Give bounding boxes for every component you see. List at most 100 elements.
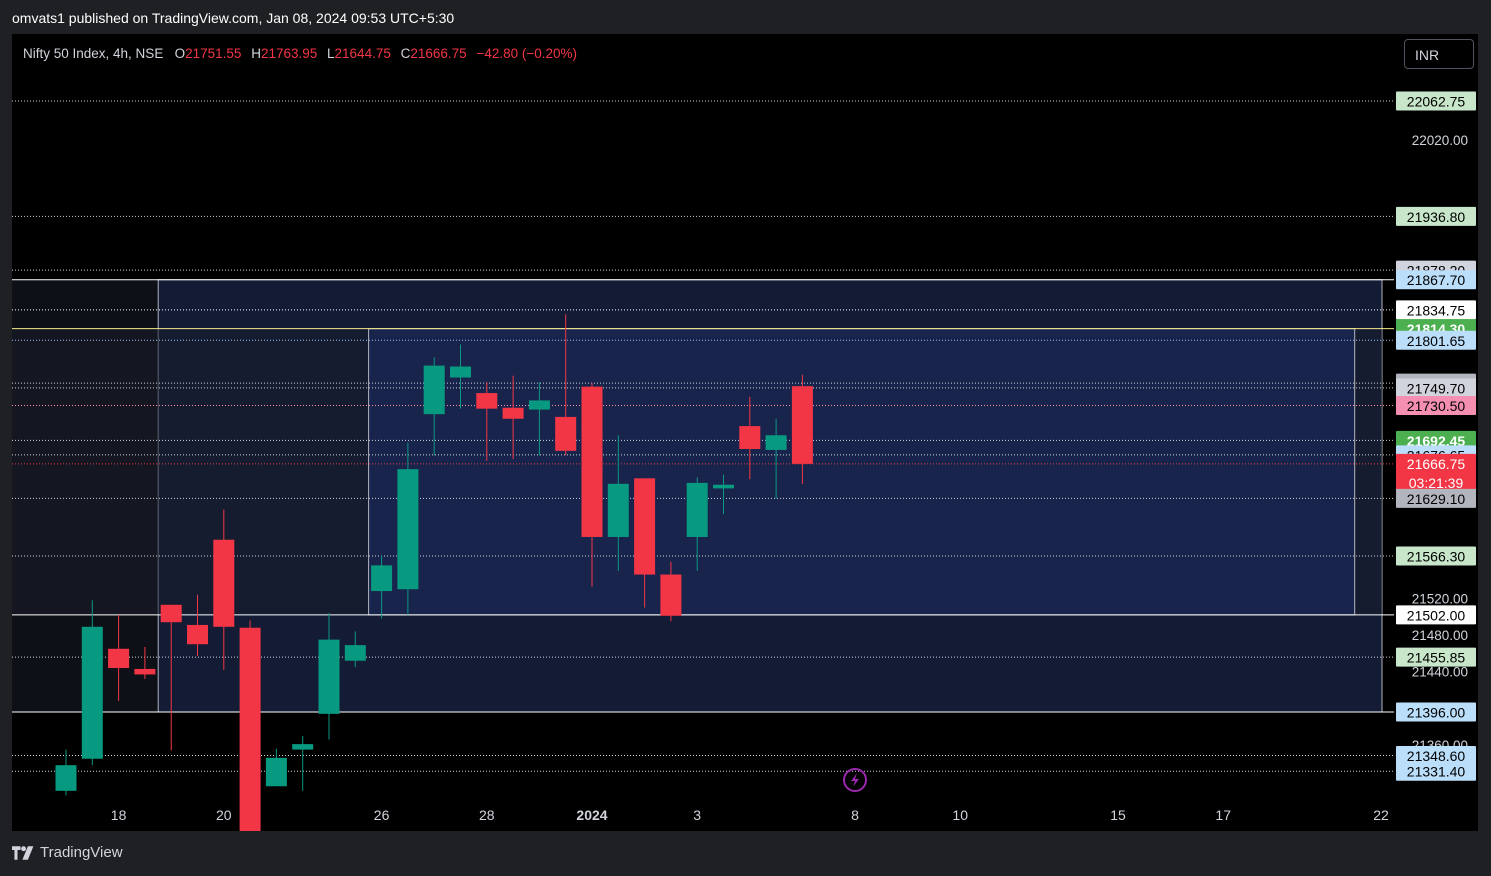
candle-body: [476, 393, 498, 409]
candle-body: [634, 478, 656, 575]
price-badge-text: 21801.65: [1407, 333, 1466, 349]
currency-button[interactable]: INR: [1404, 39, 1474, 69]
high-value: 21763.95: [260, 46, 318, 61]
low-label: L: [327, 46, 335, 61]
x-tick-label-3: 3: [693, 807, 701, 823]
candle-10: [318, 613, 340, 740]
symbol-label[interactable]: Nifty 50 Index, 4h, NSE: [23, 46, 164, 61]
candle-body: [239, 627, 261, 831]
price-badge-bg: [1396, 430, 1476, 450]
candle-26: [739, 396, 761, 480]
x-tick-label-10: 10: [952, 807, 968, 823]
price-badge-text: 21629.10: [1407, 491, 1466, 507]
price-badge-12: 21666.75 03:21:39: [1396, 453, 1476, 494]
candle-body: [555, 416, 577, 451]
candle-body: [660, 574, 682, 616]
x-tick-label-26: 26: [374, 807, 390, 823]
tradingview-footer[interactable]: TradingView: [12, 844, 123, 861]
high-label: H: [251, 46, 261, 61]
price-badge-text: 21502.00: [1407, 607, 1466, 623]
price-badge-text: 22062.75: [1407, 93, 1466, 109]
x-tick-label-8: 8: [851, 807, 859, 823]
price-badge-3: 21867.70: [1396, 270, 1476, 290]
x-tick-label-17: 17: [1215, 807, 1231, 823]
candle-body: [81, 626, 103, 759]
candle-body: [686, 482, 708, 537]
footer-brand: TradingView: [40, 844, 123, 861]
candle-14: [423, 357, 445, 456]
candle-body: [765, 435, 787, 450]
candle-15: [450, 344, 471, 409]
price-badge-bg: [1396, 270, 1476, 290]
price-badge-bg: [1396, 395, 1476, 415]
candle-body: [581, 386, 603, 537]
candle-body: [423, 365, 445, 415]
price-badge-text: 21396.00: [1407, 705, 1466, 721]
price-badge-text: 21692.45: [1407, 433, 1466, 449]
low-value: 21644.75: [334, 46, 391, 61]
candle-1: [81, 600, 103, 766]
price-badge-text: 21455.85: [1407, 650, 1466, 666]
candle-body: [791, 386, 813, 464]
candle-body: [292, 744, 314, 750]
candle-6: [213, 509, 235, 670]
price-badge-14: 21566.30: [1396, 546, 1476, 566]
open-value: 21751.55: [185, 46, 242, 61]
candle-body: [108, 648, 130, 669]
price-badge-1: 21936.80: [1396, 206, 1476, 226]
countdown-text: 03:21:39: [1409, 475, 1464, 491]
candle-body: [397, 469, 419, 590]
candle-body: [265, 757, 287, 787]
candle-28: [791, 374, 813, 485]
x-tick-label-20: 20: [216, 807, 232, 823]
candle-4: [160, 604, 182, 751]
price-badge-text: 21936.80: [1407, 209, 1466, 225]
price-badge-text: 21348.60: [1407, 748, 1466, 764]
candle-17: [502, 375, 524, 460]
y-tick-label-3: 21440.00: [1412, 665, 1468, 680]
candle-body: [528, 400, 550, 410]
price-badge-bg: [1396, 378, 1476, 398]
candlestick-chart[interactable]: 18 20 26 28 2024 3 8 10 15 17 2222020.0021520.0021…: [12, 34, 1478, 831]
event-bolt: [851, 773, 859, 787]
price-badge-17: 21396.00: [1396, 702, 1476, 722]
y-tick-label-1: 21520.00: [1412, 591, 1468, 606]
candle-27: [765, 418, 787, 499]
candle-body: [344, 645, 366, 661]
price-badge-text: 21749.70: [1407, 380, 1466, 396]
x-tick-label-22: 22: [1373, 807, 1389, 823]
candle-11: [344, 631, 366, 668]
chart-frame[interactable]: 18 20 26 28 2024 3 8 10 15 17 22 22020.00 21520.00 21…: [12, 34, 1478, 831]
candle-9: [292, 735, 314, 791]
price-badge-bg: [1396, 488, 1476, 508]
price-badge-bg: [1396, 546, 1476, 566]
price-badge-text: 21867.70: [1407, 272, 1466, 288]
price-badge-6: 21801.65: [1396, 330, 1476, 350]
candle-13: [397, 442, 419, 615]
candle-5: [187, 594, 208, 657]
candle-21: [607, 435, 629, 571]
y-tick-label-2: 21480.00: [1412, 628, 1468, 643]
candle-body: [213, 539, 235, 627]
price-badge-bg: [1396, 453, 1476, 494]
price-badge-text: 21730.50: [1407, 398, 1466, 414]
candle-body: [55, 765, 77, 791]
price-badge-bg: [1396, 330, 1476, 350]
candle-12: [371, 555, 393, 619]
candle-0: [55, 749, 77, 796]
candle-body: [607, 483, 629, 537]
candle-body: [318, 639, 340, 714]
publish-info: omvats1 published on TradingView.com, Ja…: [12, 10, 455, 26]
open-label: O: [174, 46, 186, 61]
candle-body: [371, 565, 393, 592]
close-value: 21666.75: [410, 46, 467, 61]
price-badge-19: 21331.40: [1396, 761, 1476, 781]
price-badge-bg: [1396, 647, 1476, 667]
candle-18: [528, 382, 550, 456]
candle-body: [450, 366, 471, 378]
price-badge-text: 21666.75: [1407, 456, 1466, 472]
candle-body: [160, 604, 182, 623]
candle-23: [660, 561, 682, 622]
price-badge-15: 21502.00: [1396, 605, 1476, 625]
x-tick-label-2024: 2024: [576, 807, 607, 823]
